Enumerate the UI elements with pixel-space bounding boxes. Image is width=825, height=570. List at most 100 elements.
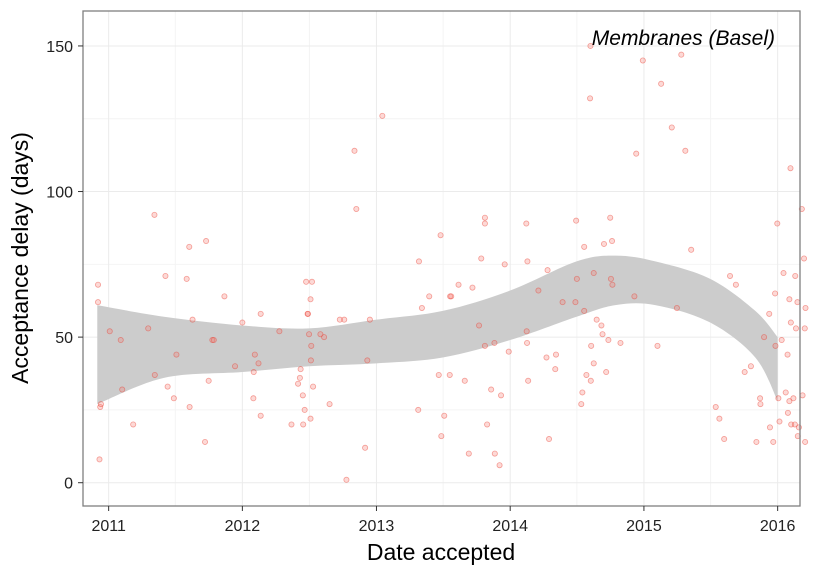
data-point (757, 401, 764, 408)
x-tick-label: 2014 (492, 518, 528, 535)
data-point (162, 272, 169, 279)
data-point (304, 310, 311, 317)
data-point (598, 322, 605, 329)
data-point (782, 389, 789, 396)
data-point (119, 386, 126, 393)
data-point (770, 438, 777, 445)
data-points-layer (95, 42, 809, 483)
data-point (97, 401, 104, 408)
y-tick-label: 0 (64, 476, 73, 493)
data-point (761, 334, 768, 341)
data-point (546, 436, 553, 443)
data-point (202, 438, 209, 445)
data-point (478, 255, 485, 262)
panel-border (82, 10, 801, 507)
data-point (307, 415, 314, 422)
data-point (590, 270, 597, 277)
data-point (300, 421, 307, 428)
data-point (573, 275, 580, 282)
data-point (250, 369, 257, 376)
data-point (605, 337, 612, 344)
axis-ticks (78, 45, 779, 511)
data-point (792, 272, 799, 279)
data-point (301, 406, 308, 413)
data-point (310, 383, 317, 390)
data-point (326, 401, 333, 408)
data-point (186, 243, 193, 250)
data-point (792, 325, 799, 332)
data-point (795, 424, 802, 431)
data-point (523, 220, 530, 227)
data-point (151, 371, 158, 378)
y-tick-label: 50 (55, 330, 73, 347)
data-point (631, 293, 638, 300)
data-point (183, 275, 190, 282)
data-point (587, 95, 594, 102)
data-point (488, 386, 495, 393)
data-point (173, 351, 180, 358)
data-point (682, 147, 689, 154)
data-point (481, 342, 488, 349)
data-point (415, 258, 422, 265)
data-point (205, 377, 212, 384)
y-axis-title: Acceptance delay (days) (7, 132, 33, 384)
chart-annotation: Membranes (Basel) (592, 27, 775, 50)
data-point (106, 328, 113, 335)
data-point (658, 80, 665, 87)
data-point (304, 310, 311, 317)
data-point (784, 409, 791, 416)
data-point (257, 412, 264, 419)
data-point (788, 421, 795, 428)
data-point (96, 456, 103, 463)
data-point (308, 278, 315, 285)
panel-background (83, 11, 800, 506)
data-point (307, 357, 314, 364)
data-point (95, 299, 102, 306)
x-tick-label: 2016 (760, 518, 796, 535)
data-point (250, 395, 257, 402)
data-point (221, 293, 228, 300)
data-point (775, 395, 782, 402)
y-tick-label: 100 (46, 185, 73, 202)
data-point (786, 398, 793, 405)
data-point (688, 246, 695, 253)
data-point (441, 412, 448, 419)
major-grid (83, 11, 800, 506)
data-point (741, 369, 748, 376)
data-point (455, 281, 462, 288)
data-point (600, 240, 607, 247)
data-point (581, 243, 588, 250)
data-point (209, 337, 216, 344)
y-tick-labels: 0 50 100 150 (46, 39, 73, 493)
data-point (607, 214, 614, 221)
data-point (415, 406, 422, 413)
data-point (362, 444, 369, 451)
data-point (668, 124, 675, 131)
data-point (609, 238, 616, 245)
data-point (787, 165, 794, 172)
data-point (308, 342, 315, 349)
data-point (239, 319, 246, 326)
data-point (524, 258, 531, 265)
data-point (794, 299, 801, 306)
data-point (276, 328, 283, 335)
data-point (573, 217, 580, 224)
data-point (784, 351, 791, 358)
data-point (351, 147, 358, 154)
data-point (257, 310, 264, 317)
x-tick-label: 2011 (91, 518, 126, 535)
data-point (435, 371, 442, 378)
data-point (505, 348, 512, 355)
data-point (588, 342, 595, 349)
confidence-band (97, 255, 778, 405)
minor-grid (83, 11, 800, 506)
data-point (446, 371, 453, 378)
confidence-band-layer (97, 255, 778, 405)
data-point (465, 450, 472, 457)
data-point (747, 363, 754, 370)
data-point (288, 421, 295, 428)
data-point (145, 325, 152, 332)
data-point (117, 337, 124, 344)
data-point (448, 293, 455, 300)
